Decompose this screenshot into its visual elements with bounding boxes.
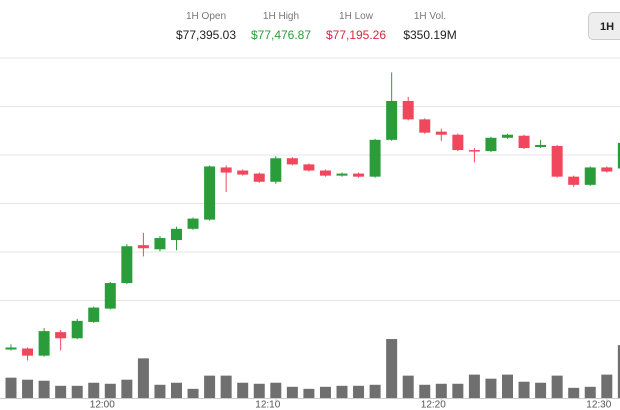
stat-value: $77,195.26 — [325, 28, 387, 42]
volume-bar — [601, 374, 613, 398]
volume-bar — [38, 380, 50, 398]
candle-body — [353, 173, 365, 177]
candle-body — [237, 170, 249, 175]
candle-body — [617, 142, 620, 169]
volume-bar — [435, 383, 447, 398]
candle-body — [601, 167, 613, 172]
volume-bar — [253, 383, 265, 398]
volume-bar — [485, 378, 497, 398]
volume-bar — [55, 385, 67, 398]
candle-body — [22, 348, 34, 356]
candle-body — [435, 131, 447, 135]
stat-label: 1H Low — [339, 11, 373, 22]
x-tick-label: 12:10 — [255, 400, 280, 410]
candle-body — [104, 283, 116, 309]
stat-value: $77,476.87 — [250, 28, 312, 42]
candle-body — [270, 158, 282, 182]
candle-body — [568, 176, 580, 185]
volume-bar — [204, 375, 216, 398]
stat-value: $77,395.03 — [175, 28, 237, 42]
candle-body — [253, 173, 265, 182]
candle-body — [468, 150, 480, 152]
volume-bar — [137, 358, 149, 398]
candle-body — [5, 347, 17, 350]
volume-bar — [353, 385, 365, 398]
stat-label: 1H High — [262, 11, 300, 22]
volume-bar — [402, 375, 414, 398]
volume-bar — [419, 384, 431, 398]
volume-bar — [518, 381, 530, 398]
volume-bar — [220, 375, 232, 398]
x-tick-label: 12:00 — [90, 400, 115, 410]
candle-body — [286, 158, 298, 165]
candle-body — [204, 166, 216, 220]
volume-bar — [286, 386, 298, 398]
volume-bar — [237, 382, 249, 398]
volume-bar — [617, 345, 620, 398]
stat-label: 1H Open — [185, 11, 227, 22]
candle-body — [584, 167, 596, 185]
volume-bar — [386, 339, 398, 398]
volume-bar — [104, 383, 116, 398]
volume-bar — [5, 377, 17, 398]
volume-bar — [171, 382, 182, 398]
stat: 1H Low $77,195.26 — [311, 11, 401, 42]
candle-body — [154, 238, 166, 250]
volume-bar — [568, 387, 580, 398]
candle-body — [502, 134, 513, 138]
candle-body — [55, 332, 67, 339]
candle-body — [88, 307, 100, 322]
candle-body — [220, 167, 232, 173]
candle-body — [518, 135, 530, 149]
candle-body — [137, 245, 149, 249]
volume-bar — [22, 379, 34, 398]
candle-body — [535, 144, 547, 147]
volume-bar — [502, 374, 513, 398]
interval-button[interactable]: 1H — [588, 12, 620, 40]
candle-body — [419, 119, 431, 133]
volume-bar — [584, 386, 596, 398]
candle-body — [336, 173, 348, 176]
volume-bar — [71, 385, 83, 398]
candle-body — [402, 100, 414, 120]
candle-body — [121, 246, 133, 284]
volume-bar — [535, 382, 547, 398]
candle-body — [386, 100, 398, 140]
volume-bar — [270, 382, 282, 398]
volume-bar — [303, 388, 315, 398]
stat: 1H Open $77,395.03 — [161, 11, 251, 42]
candle-body — [551, 145, 563, 177]
candle-body — [38, 331, 50, 356]
x-tick-label: 12:30 — [586, 400, 611, 410]
candle-body — [485, 137, 497, 152]
volume-bar — [154, 384, 166, 398]
x-tick-label: 12:20 — [421, 400, 446, 410]
candle-body — [171, 228, 182, 241]
stat: 1H High $77,476.87 — [236, 11, 326, 42]
candle-body — [319, 170, 331, 176]
candle-body — [71, 320, 83, 339]
volume-bar — [369, 384, 381, 398]
volume-bar — [319, 386, 331, 398]
candle-body — [369, 139, 381, 177]
candle-body — [303, 164, 315, 171]
volume-bar — [551, 375, 563, 398]
volume-bar — [187, 388, 199, 398]
candle-body — [187, 218, 199, 229]
volume-bar — [468, 374, 480, 398]
stat-label: 1H Vol. — [413, 11, 447, 22]
stat-value: $350.19M — [403, 28, 457, 42]
volume-bar — [88, 382, 100, 398]
volume-bar — [121, 379, 133, 398]
volume-bar — [452, 383, 464, 398]
stat: 1H Vol. $350.19M — [385, 11, 475, 42]
candle-body — [452, 134, 464, 151]
volume-bar — [336, 385, 348, 398]
